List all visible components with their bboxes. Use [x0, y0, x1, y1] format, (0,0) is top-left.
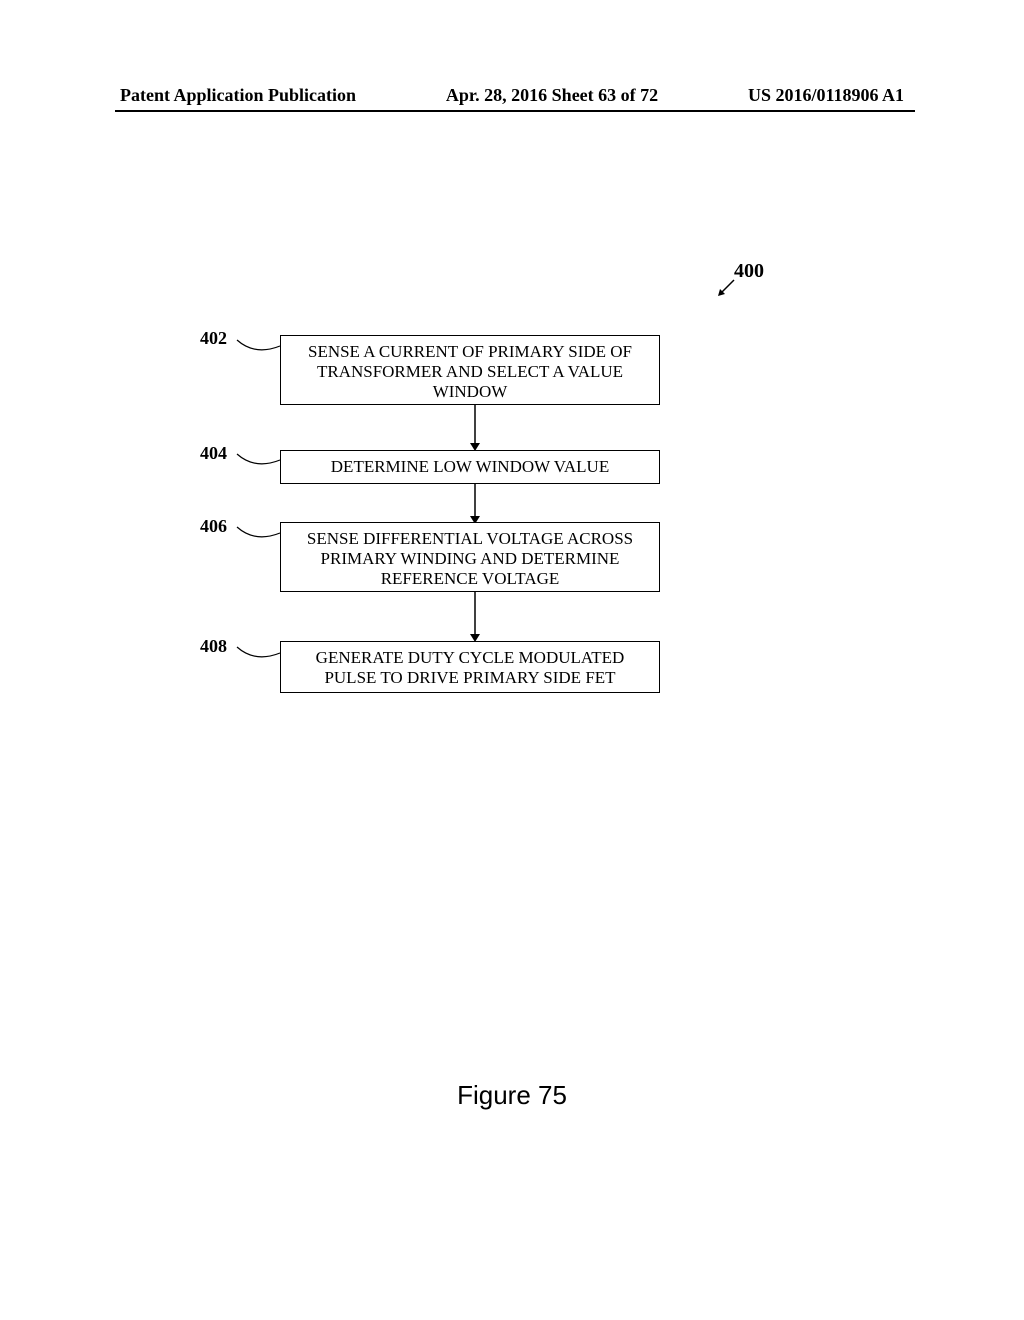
arrow-icon [716, 278, 738, 300]
flowchart-node-406: SENSE DIFFERENTIAL VOLTAGE ACROSS PRIMAR… [280, 522, 660, 592]
figure-reference-400: 400 [734, 260, 764, 283]
header-left: Patent Application Publication [120, 85, 356, 106]
node-text: SENSE DIFFERENTIAL VOLTAGE ACROSS PRIMAR… [307, 529, 633, 588]
node-label-402: 402 [200, 328, 227, 349]
node-text: DETERMINE LOW WINDOW VALUE [331, 457, 609, 476]
node-text: SENSE A CURRENT OF PRIMARY SIDE OF TRANS… [308, 342, 632, 401]
figure-ref-label: 400 [734, 260, 764, 282]
node-label-408: 408 [200, 636, 227, 657]
node-label-406: 406 [200, 516, 227, 537]
header-center: Apr. 28, 2016 Sheet 63 of 72 [446, 85, 658, 106]
arrow-down-icon [469, 405, 481, 451]
header-right: US 2016/0118906 A1 [748, 85, 904, 106]
connector-icon [235, 645, 285, 665]
node-label-404: 404 [200, 443, 227, 464]
flowchart-node-404: DETERMINE LOW WINDOW VALUE [280, 450, 660, 484]
flowchart-node-402: SENSE A CURRENT OF PRIMARY SIDE OF TRANS… [280, 335, 660, 405]
node-text: GENERATE DUTY CYCLE MODULATED PULSE TO D… [316, 648, 625, 687]
arrow-down-icon [469, 592, 481, 642]
flowchart-node-408: GENERATE DUTY CYCLE MODULATED PULSE TO D… [280, 641, 660, 693]
connector-icon [235, 338, 285, 358]
page-header: Patent Application Publication Apr. 28, … [0, 85, 1024, 106]
connector-icon [235, 525, 285, 545]
figure-caption: Figure 75 [0, 1080, 1024, 1111]
header-rule [115, 110, 915, 112]
arrow-down-icon [469, 484, 481, 524]
connector-icon [235, 452, 285, 472]
